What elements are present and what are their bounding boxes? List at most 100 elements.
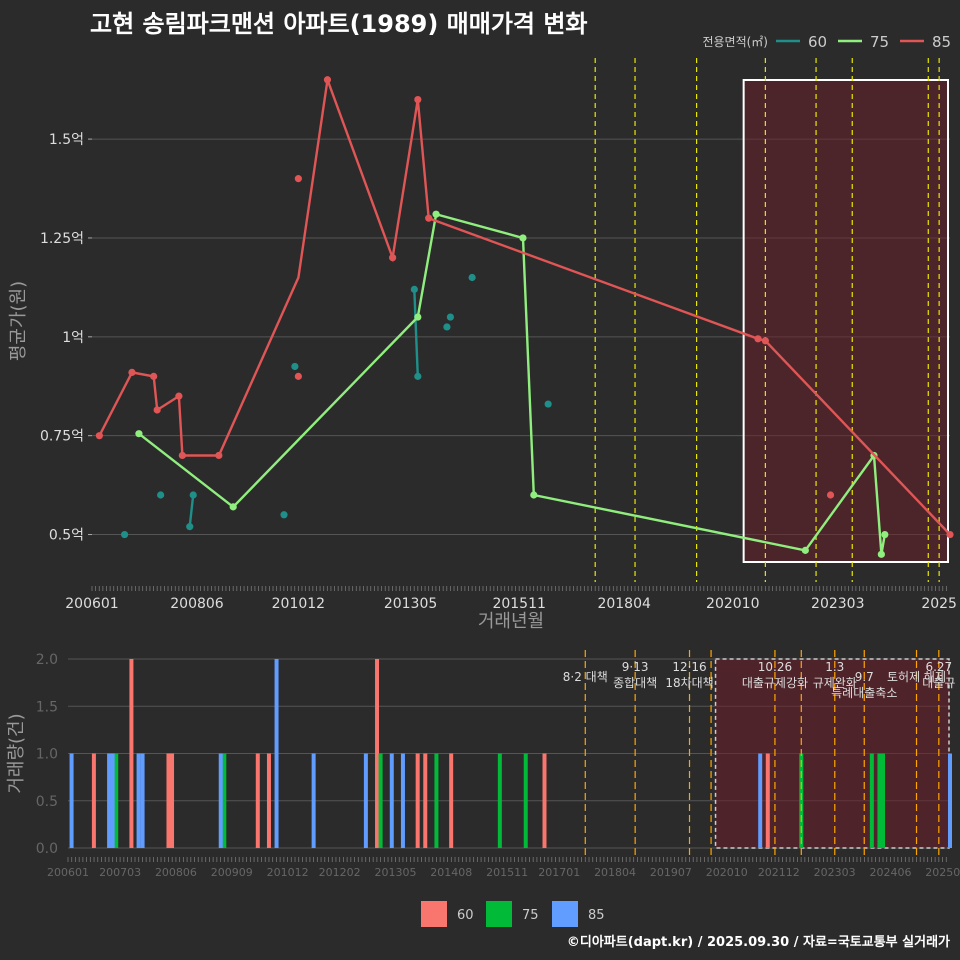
policy-annotation: 9·13 <box>622 660 649 674</box>
x-tick-label: 202010 <box>706 866 748 879</box>
y-tick-label: 0.5 <box>36 794 58 810</box>
policy-annotation: 12·16 <box>672 660 706 674</box>
volume-bar-75 <box>869 753 874 848</box>
data-point-75 <box>519 234 527 242</box>
series-line-75 <box>138 212 886 555</box>
volume-bar-75 <box>881 753 886 848</box>
volume-bar-85 <box>218 753 223 848</box>
volume-bar-60 <box>415 753 420 848</box>
data-point-60 <box>443 323 451 331</box>
x-tick-label: 200703 <box>99 866 141 879</box>
series-line-60 <box>188 494 195 527</box>
x-tick-label: 202508 <box>925 866 960 879</box>
x-tick-label: 200806 <box>170 596 224 612</box>
policy-annotation: 1.3 <box>825 660 844 674</box>
x-tick-label: 201804 <box>597 596 651 612</box>
volume-bar-75 <box>222 753 227 848</box>
volume-bar-85 <box>110 753 115 848</box>
data-point-85 <box>128 368 136 377</box>
volume-bar-60 <box>170 753 175 848</box>
legend-label-75: 75 <box>522 908 539 923</box>
policy-annotation: 규제완화 <box>813 676 857 690</box>
volume-bar-75 <box>434 753 439 848</box>
highlight-box <box>742 79 949 563</box>
x-tick-label: 202406 <box>869 866 911 879</box>
data-point-85 <box>175 392 183 400</box>
data-point-85 <box>153 406 161 414</box>
data-point-85 <box>150 372 158 380</box>
volume-bar-60 <box>166 753 171 848</box>
footer-credit: ©디아파트(dapt.kr) / 2025.09.30 / 자료=국토교통부 실… <box>566 935 950 950</box>
y-axis-label: 거래량(건) <box>6 713 27 793</box>
price-chart: 0.5억 0.75억 1억 1.25억 1.5억 200601 200806 201012 20… <box>8 33 957 632</box>
x-tick-label: 200909 <box>211 866 253 879</box>
data-point-60 <box>414 372 422 380</box>
volume-bar-60 <box>129 659 134 848</box>
policy-annotation: 대출규 <box>922 676 955 690</box>
data-point-85 <box>323 76 332 84</box>
volume-bar-75 <box>497 753 502 848</box>
data-point-85 <box>414 95 422 104</box>
chart-title: 고현 송림파크맨션 아파트(1989) 매매가격 변화 <box>90 10 588 38</box>
data-point-75 <box>432 210 440 218</box>
x-tick-label: 2025 <box>921 596 957 612</box>
legend-label-75: 75 <box>870 33 889 51</box>
data-point-75 <box>881 530 889 539</box>
volume-bar-75 <box>877 753 882 848</box>
data-point-85 <box>95 432 103 440</box>
x-tick-label: 202303 <box>811 596 864 612</box>
data-point-60 <box>410 285 418 293</box>
data-point-75 <box>229 503 237 511</box>
legend-title: 전용면적(㎡) <box>702 35 768 49</box>
data-point-60 <box>186 523 194 531</box>
volume-bar-75 <box>799 753 804 848</box>
volume-bar-85 <box>389 753 394 848</box>
volume-bar-85 <box>758 753 763 848</box>
policy-annotation: 토허제 해제 <box>887 670 946 684</box>
policy-annotation: 18차대책 <box>665 675 713 690</box>
data-point-85 <box>294 175 302 183</box>
legend-swatch-85 <box>552 901 578 927</box>
x-tick-label: 201408 <box>430 866 472 879</box>
highlight-box <box>714 658 950 849</box>
policy-annotation: 10.26 <box>758 660 792 674</box>
policy-annotation: 6.27 <box>925 660 952 674</box>
data-point-60 <box>544 400 552 408</box>
volume-bar-85 <box>400 753 405 848</box>
data-point-85 <box>826 491 835 499</box>
x-tick-label: 200601 <box>65 596 118 612</box>
y-tick-label: 1.5억 <box>49 132 84 148</box>
volume-bar-60 <box>449 753 454 848</box>
data-point-85 <box>178 451 186 460</box>
data-point-85 <box>215 451 223 460</box>
legend-label-85: 85 <box>932 33 951 51</box>
x-tick-label: 201305 <box>374 866 416 879</box>
y-tick-label: 1.25억 <box>40 231 84 247</box>
volume-bar-85 <box>107 753 112 848</box>
volume-bar-85 <box>363 753 368 848</box>
x-tick-label: 201012 <box>272 596 325 612</box>
legend-label-60: 60 <box>808 33 827 51</box>
volume-bar-85 <box>274 659 279 848</box>
policy-annotation: 대출규제강화 <box>742 676 808 690</box>
x-axis-label: 거래년월 <box>478 611 544 632</box>
x-tick-label: 201012 <box>267 866 309 879</box>
y-tick-label: 1.0 <box>36 747 58 763</box>
policy-annotation: 특례대출축소 <box>831 686 897 700</box>
x-tick-label: 201804 <box>594 866 636 879</box>
data-point-75 <box>530 491 538 499</box>
data-point-60 <box>189 491 197 499</box>
y-tick-label: 0.75억 <box>40 429 84 445</box>
volume-bar-85 <box>140 753 145 848</box>
x-tick-label: 202010 <box>706 596 759 612</box>
volume-bar-75 <box>523 753 528 848</box>
y-tick-label: 1.5 <box>36 699 58 715</box>
y-tick-label: 0.0 <box>36 841 58 857</box>
x-tick-label: 201907 <box>650 866 692 879</box>
x-tick-label: 202303 <box>814 866 856 879</box>
data-point-60 <box>468 273 476 282</box>
policy-annotation: 9.7 <box>855 670 874 684</box>
volume-bar-60 <box>542 753 547 848</box>
volume-bar-85 <box>136 753 141 848</box>
